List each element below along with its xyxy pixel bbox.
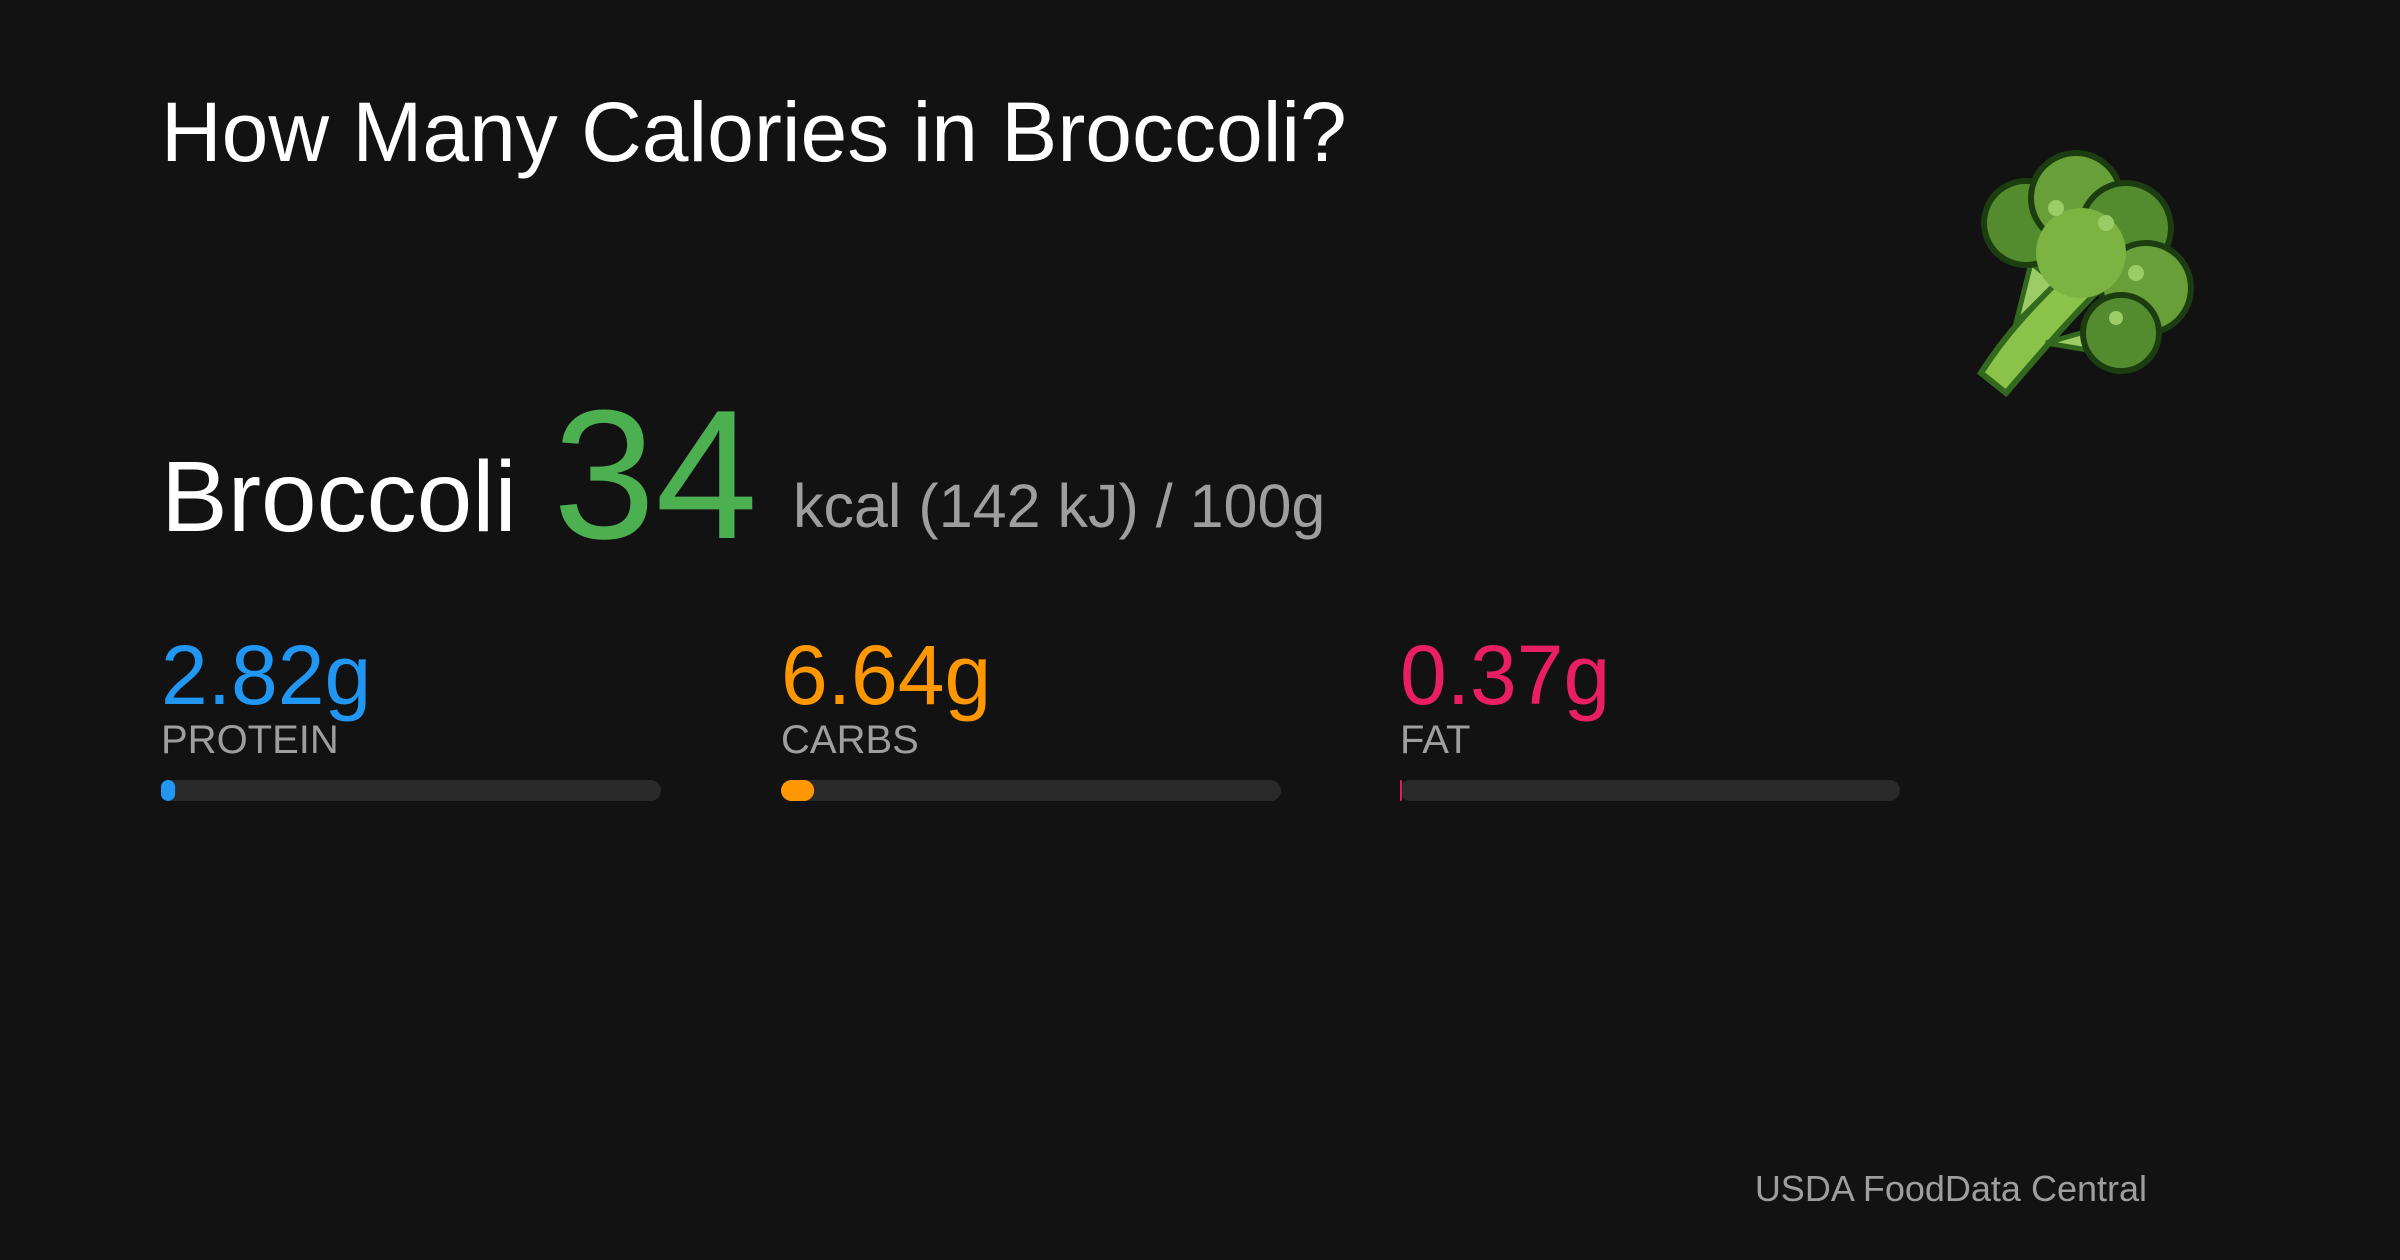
calories-value: 34 xyxy=(553,371,758,577)
macro-value: 0.37g xyxy=(1400,628,1610,722)
macro-label: FAT xyxy=(1400,718,1470,762)
macro-value: 2.82g xyxy=(161,628,371,722)
bar-fill xyxy=(781,780,815,801)
bar-track xyxy=(161,780,661,801)
bar-track xyxy=(1400,780,1900,801)
food-name: Broccoli xyxy=(161,441,517,553)
macro-label: CARBS xyxy=(781,718,919,762)
bar-fill xyxy=(161,780,176,801)
macro-label: PROTEIN xyxy=(161,718,339,762)
page-title: How Many Calories in Broccoli? xyxy=(161,85,1347,179)
macro-value: 6.64g xyxy=(781,628,991,722)
broccoli-icon xyxy=(1977,150,2194,398)
source: USDA FoodData Central xyxy=(1755,1168,2147,1209)
energy-label: kcal (142 kJ) / 100g xyxy=(793,472,1325,540)
bar-track xyxy=(781,780,1281,801)
bar-fill xyxy=(1400,780,1402,801)
